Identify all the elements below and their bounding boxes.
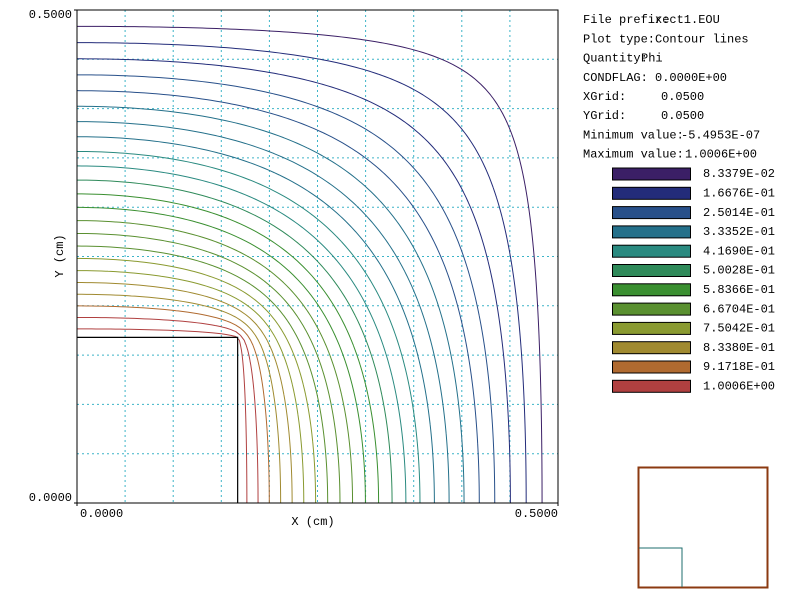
- info-label: YGrid:: [583, 109, 626, 123]
- contour-line: [76, 293, 282, 504]
- contour-line: [76, 245, 329, 504]
- contour-line: [76, 58, 511, 504]
- legend-swatch: [612, 206, 691, 220]
- info-label: Quantity:: [583, 52, 648, 66]
- info-label: File prefix:: [583, 13, 669, 27]
- contour-line: [76, 150, 421, 504]
- contour-line: [76, 179, 393, 504]
- contour-line: [76, 220, 354, 504]
- contour-line: [76, 193, 380, 504]
- legend-label: 5.8366E-01: [703, 283, 775, 297]
- info-value: 0.0000E+00: [655, 71, 727, 85]
- contour-line: [76, 232, 341, 504]
- contour-line: [76, 121, 450, 504]
- minimap: [637, 466, 769, 589]
- contour-line: [76, 105, 465, 504]
- contour-line: [76, 328, 248, 503]
- contour-line: [76, 282, 293, 504]
- info-label: Plot type:: [583, 32, 655, 46]
- contour-line: [76, 206, 366, 504]
- info-label: XGrid:: [583, 90, 626, 104]
- legend-swatch: [612, 341, 691, 355]
- legend-label: 1.6676E-01: [703, 186, 775, 200]
- legend-swatch: [612, 321, 691, 335]
- x-axis-label: X (cm): [291, 515, 334, 529]
- y-tick-label: 0.0000: [29, 491, 72, 505]
- legend-swatch: [612, 283, 691, 297]
- minimap-view: [639, 547, 683, 587]
- legend-label: 8.3379E-02: [703, 167, 775, 181]
- legend-label: 3.3352E-01: [703, 225, 775, 239]
- contour-line: [76, 165, 407, 504]
- contour-line: [76, 74, 496, 504]
- legend-swatch: [612, 225, 691, 239]
- info-value: Contour lines: [655, 32, 749, 46]
- legend-label: 1.0006E+00: [703, 379, 775, 393]
- info-value: Phi: [641, 52, 663, 66]
- legend-label: 5.0028E-01: [703, 264, 775, 278]
- info-value: rect1.EOU: [655, 13, 720, 27]
- y-axis-label: Y (cm): [53, 234, 67, 277]
- legend-swatch: [612, 264, 691, 277]
- legend-swatch: [612, 244, 691, 258]
- contour-line: [76, 270, 305, 504]
- x-tick-label: 0.0000: [80, 507, 123, 521]
- legend-label: 9.1718E-01: [703, 360, 775, 374]
- minimap-frame: [637, 466, 769, 589]
- legend-label: 7.5042E-01: [703, 322, 775, 336]
- legend-swatch: [612, 360, 691, 374]
- legend-label: 2.5014E-01: [703, 206, 775, 220]
- legend-swatch: [612, 167, 691, 181]
- contour-line: [77, 305, 270, 504]
- info-value: -5.4953E-07: [681, 128, 760, 142]
- legend-swatch: [612, 186, 691, 200]
- legend-label: 4.1690E-01: [703, 244, 775, 258]
- contour-line: [76, 25, 543, 503]
- legend-label: 8.3380E-01: [703, 341, 775, 355]
- info-label: Maximum value:: [583, 148, 684, 162]
- contour-line: [76, 90, 480, 504]
- info-value: 0.0500: [661, 109, 704, 123]
- legend-label: 6.6704E-01: [703, 302, 775, 316]
- plot-frame: [76, 9, 559, 504]
- info-label: Minimum value:: [583, 128, 684, 142]
- contour-line: [76, 136, 435, 504]
- info-value: 0.0500: [661, 90, 704, 104]
- legend-swatch: [612, 379, 691, 393]
- info-value: 1.0006E+00: [685, 148, 757, 162]
- contour-line: [77, 42, 527, 504]
- contour-line: [76, 257, 317, 504]
- contour-line: [77, 316, 259, 504]
- legend-swatch: [612, 302, 691, 316]
- conductor-edge: [77, 336, 239, 503]
- y-tick-label: 0.5000: [29, 8, 72, 22]
- info-label: CONDFLAG:: [583, 71, 648, 85]
- x-tick-label: 0.5000: [515, 507, 558, 521]
